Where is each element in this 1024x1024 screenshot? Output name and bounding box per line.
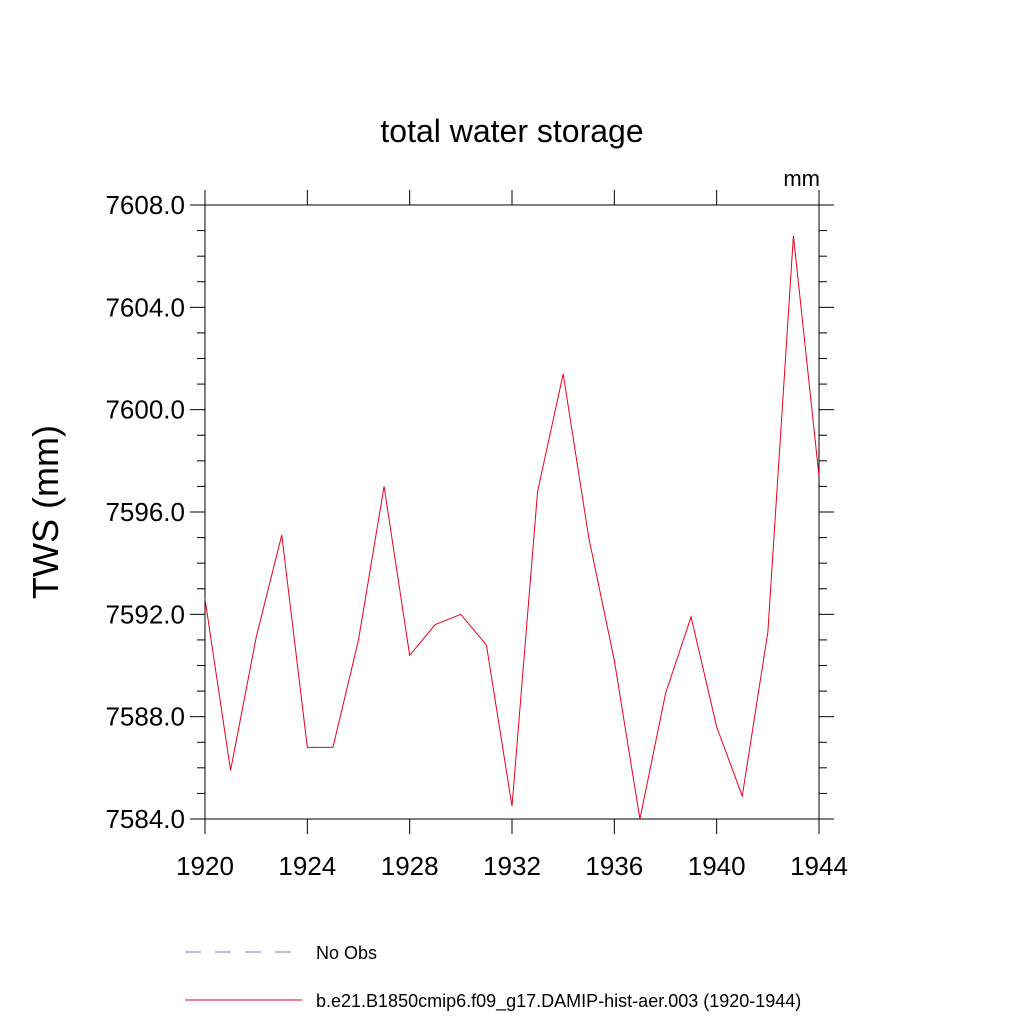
y-tick-label: 7592.0 [105, 599, 185, 629]
series-layer [204, 235, 820, 820]
x-tick-label: 1936 [585, 851, 643, 881]
x-tick-label: 1928 [381, 851, 439, 881]
x-axis-ticks: 1920 1924 1928 1932 1936 1940 1944 [176, 190, 848, 881]
legend-label: b.e21.B1850cmip6.f09_g17.DAMIP-hist-aer.… [316, 991, 801, 1012]
legend: No Obs b.e21.B1850cmip6.f09_g17.DAMIP-his… [185, 943, 801, 1012]
x-tick-label: 1924 [278, 851, 336, 881]
y-tick-label: 7600.0 [105, 395, 185, 425]
plot-frame [204, 204, 820, 820]
chart-title: total water storage [380, 113, 643, 149]
y-axis-label: TWS (mm) [25, 425, 66, 599]
y-axis-ticks: 7584.0 7588.0 7592.0 7596.0 7600.0 7604.0 7608… [105, 190, 834, 834]
y-tick-label: 7604.0 [105, 292, 185, 322]
y-tick-label: 7584.0 [105, 804, 185, 834]
y-tick-label: 7608.0 [105, 190, 185, 220]
x-tick-label: 1940 [688, 851, 746, 881]
y-tick-label: 7596.0 [105, 497, 185, 527]
legend-label: No Obs [316, 943, 377, 963]
series-line [204, 235, 820, 820]
x-tick-label: 1920 [176, 851, 234, 881]
units-label: mm [783, 166, 820, 191]
x-tick-label: 1944 [790, 851, 848, 881]
y-tick-label: 7588.0 [105, 702, 185, 732]
x-tick-label: 1932 [483, 851, 541, 881]
